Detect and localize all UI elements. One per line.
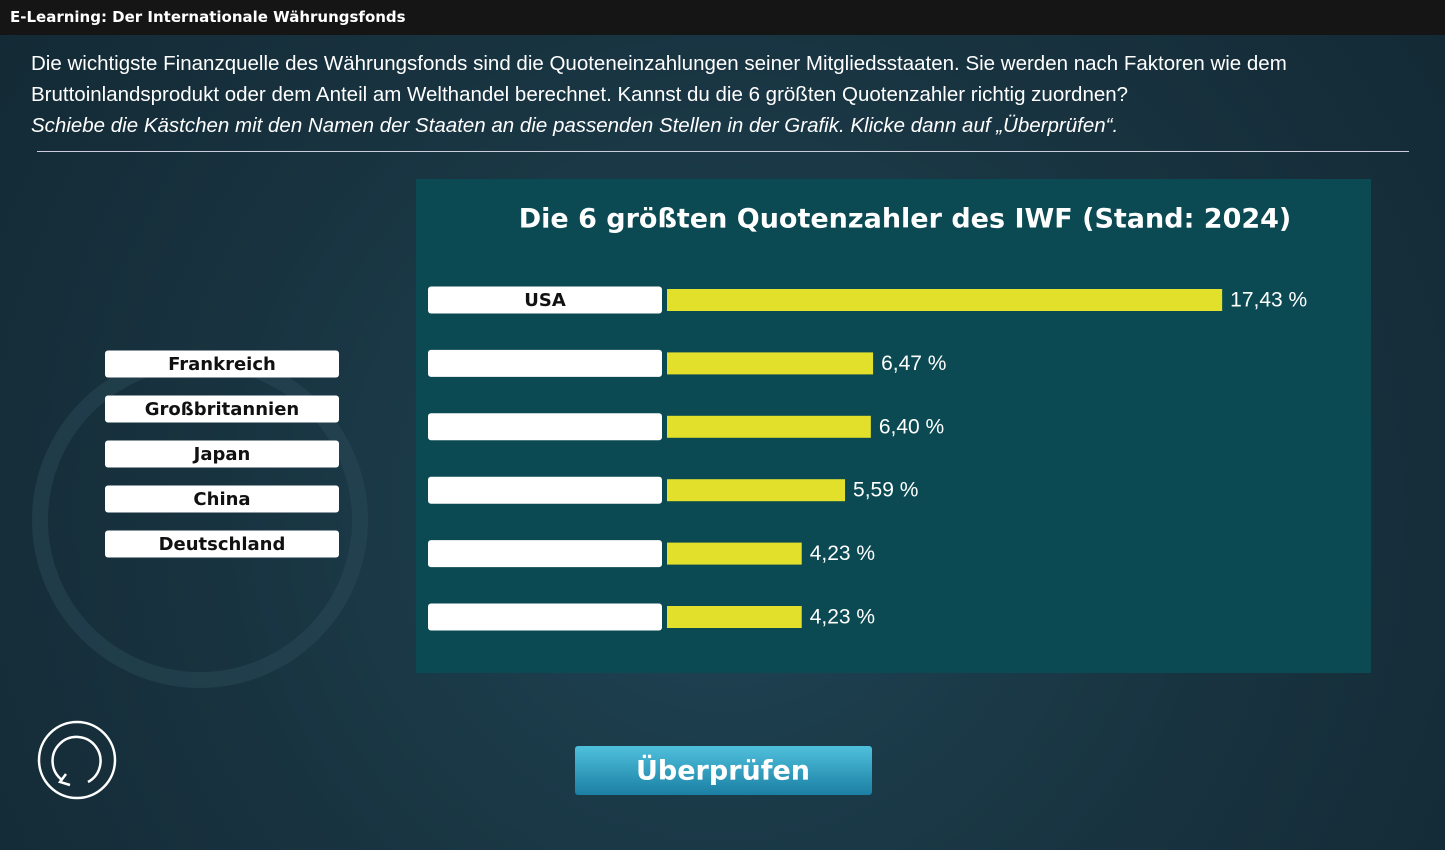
value-label: 4,23 %	[810, 606, 875, 629]
instruction: Schiebe die Kästchen mit den Namen der S…	[31, 114, 1119, 137]
bar	[667, 415, 871, 438]
drag-box[interactable]	[105, 395, 339, 423]
bar	[667, 352, 874, 375]
window-title: E-Learning: Der Internationale Währungsf…	[0, 0, 1445, 35]
drag-label[interactable]: Großbritannien	[145, 399, 299, 420]
button-label[interactable]: Überprüfen	[636, 754, 810, 787]
drag-label[interactable]: China	[193, 489, 250, 510]
drop-slot[interactable]	[428, 476, 662, 504]
reset-button[interactable]	[37, 720, 117, 800]
drop-slot[interactable]	[428, 349, 662, 377]
drag-label[interactable]: Japan	[192, 444, 251, 465]
chart-title: Die 6 größten Quotenzahler des IWF (Stan…	[519, 204, 1292, 235]
bar	[667, 606, 802, 628]
drag-box[interactable]	[105, 440, 339, 468]
intro-text: Die wichtigste Finanzquelle des Währungs…	[31, 52, 1287, 106]
drag-label[interactable]: Deutschland	[159, 534, 286, 555]
drag-box[interactable]	[105, 530, 339, 558]
drag-box[interactable]	[105, 485, 339, 513]
value-label: 5,59 %	[853, 479, 918, 502]
drop-slot[interactable]	[428, 413, 662, 441]
value-label: 6,47 %	[881, 352, 946, 375]
value-label: 17,43 %	[1230, 289, 1307, 312]
check-button[interactable]: Überprüfen	[575, 746, 872, 795]
bar	[667, 479, 846, 502]
drag-box[interactable]	[105, 350, 339, 378]
drop-slot[interactable]	[428, 603, 662, 631]
value-label: 4,23 %	[810, 542, 875, 565]
value-label: 6,40 %	[879, 415, 944, 438]
bar	[667, 289, 1223, 311]
category-label: USA	[524, 290, 566, 311]
intro: Die wichtigste Finanzquelle des Währungs…	[31, 48, 1421, 141]
divider	[37, 151, 1409, 152]
drop-slot[interactable]	[428, 540, 662, 568]
drop-slot[interactable]	[428, 286, 662, 314]
bar	[667, 542, 802, 565]
drag-label[interactable]: Frankreich	[168, 354, 276, 375]
